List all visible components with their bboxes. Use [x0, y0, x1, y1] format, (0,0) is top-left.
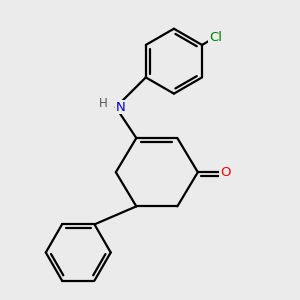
Text: H: H [98, 98, 107, 110]
Text: O: O [220, 166, 230, 179]
Text: Cl: Cl [209, 31, 222, 44]
Text: N: N [116, 101, 126, 114]
